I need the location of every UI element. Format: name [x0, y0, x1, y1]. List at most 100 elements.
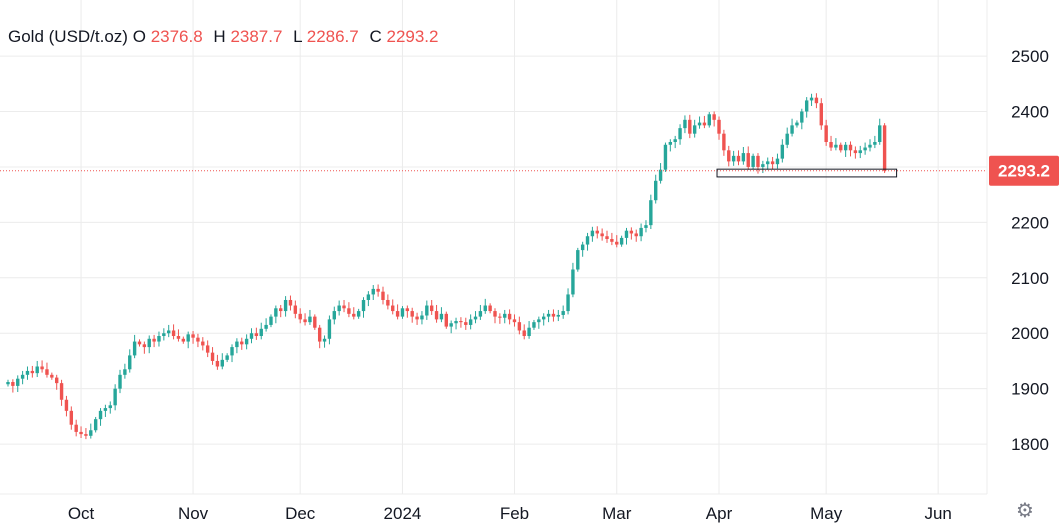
- price-tick-label: 2400: [1011, 103, 1049, 122]
- last-price-label-text: 2293.2: [998, 162, 1050, 181]
- low-label: L: [293, 27, 302, 46]
- candle-body: [381, 291, 385, 300]
- candle-body: [673, 139, 677, 142]
- candle-body: [167, 330, 171, 334]
- candle-body: [434, 311, 439, 320]
- candle-body: [415, 316, 419, 320]
- price-tick-label: 2500: [1011, 47, 1049, 66]
- candle-body: [30, 370, 35, 374]
- candle-body: [69, 410, 74, 425]
- candle-body: [429, 305, 434, 312]
- candle-body: [692, 125, 697, 134]
- candle-body: [478, 311, 483, 317]
- price-axis: 18001900200021002200230024002500: [1011, 47, 1049, 454]
- candle-body: [391, 305, 395, 312]
- candle-body: [317, 327, 322, 342]
- candle-body: [425, 305, 429, 316]
- gear-icon[interactable]: ⚙: [1016, 500, 1034, 522]
- candle-body: [6, 382, 10, 385]
- candle-body: [45, 369, 49, 375]
- candle-body: [751, 155, 755, 167]
- candle-body: [337, 305, 341, 312]
- candle-body: [800, 111, 804, 123]
- candle-body: [658, 169, 663, 181]
- candle-body: [566, 294, 570, 312]
- candle-body: [176, 336, 181, 339]
- candle-body: [230, 347, 234, 356]
- candle-body: [108, 405, 112, 409]
- candle-body: [561, 311, 565, 315]
- price-tick-label: 2200: [1011, 213, 1049, 232]
- candle-body: [283, 299, 288, 312]
- time-tick-label: Jun: [924, 504, 951, 523]
- candle-body: [313, 316, 317, 328]
- candle-body: [770, 161, 775, 165]
- candle-body: [761, 164, 765, 167]
- candle-body: [819, 103, 823, 126]
- candle-body: [804, 100, 809, 112]
- symbol-name: Gold (USD/t.oz): [8, 27, 128, 46]
- candle-body: [615, 241, 619, 245]
- candle-body: [785, 133, 789, 145]
- candle-body: [40, 366, 44, 370]
- candle-body: [649, 200, 653, 226]
- candle-body: [118, 374, 122, 389]
- candle-body: [269, 316, 273, 325]
- candle-body: [395, 311, 400, 317]
- candle-body: [809, 97, 814, 101]
- candle-body: [59, 383, 64, 400]
- candle-body: [157, 336, 161, 342]
- candle-body: [376, 288, 380, 292]
- candle-body: [473, 316, 478, 320]
- candle-body: [610, 239, 614, 242]
- candle-body: [386, 299, 390, 306]
- candle-body: [712, 114, 716, 120]
- candle-body: [683, 119, 687, 129]
- candle-body: [205, 345, 210, 353]
- candle-body: [858, 150, 862, 154]
- price-tick-label: 1800: [1011, 435, 1049, 454]
- candle-body: [147, 338, 151, 348]
- candle-body: [644, 225, 648, 228]
- candle-body: [64, 399, 69, 411]
- candle-body: [722, 133, 726, 151]
- candle-body: [249, 333, 254, 339]
- candle-body: [308, 316, 312, 323]
- candle-body: [288, 299, 293, 306]
- candle-body: [93, 419, 98, 431]
- ohlc-legend: Gold (USD/t.oz) O 2376.8 H 2387.7 L 2286…: [8, 27, 444, 47]
- candle-body: [196, 337, 200, 342]
- grid-lines: [0, 0, 987, 494]
- candle-body: [717, 119, 721, 134]
- candle-body: [853, 150, 858, 154]
- time-axis: Oct Nov Dec 2024 Feb Mar Apr May Jun: [68, 504, 952, 523]
- candle-body: [731, 155, 736, 162]
- open-value: 2376.8: [150, 27, 203, 46]
- support-rectangle: [716, 168, 898, 178]
- candle-body: [444, 313, 448, 327]
- time-tick-label: Dec: [285, 504, 316, 523]
- candle-body: [240, 341, 244, 345]
- time-tick-label: 2024: [384, 504, 422, 523]
- candle-body: [863, 147, 867, 151]
- candle-body: [74, 424, 78, 432]
- candle-body: [766, 161, 770, 165]
- candle-body: [347, 308, 351, 314]
- candle-body: [191, 334, 195, 338]
- candle-body: [527, 327, 531, 337]
- candle-body: [55, 377, 59, 384]
- candle-body: [342, 305, 346, 309]
- time-tick-label: May: [810, 504, 843, 523]
- candle-body: [790, 125, 794, 134]
- candle-body: [493, 311, 497, 317]
- candle-body: [517, 322, 522, 331]
- candle-body: [668, 141, 673, 145]
- price-tick-label: 2100: [1011, 269, 1049, 288]
- candle-body: [834, 144, 838, 148]
- candle-body: [702, 122, 707, 126]
- candle-body: [356, 311, 361, 317]
- price-tick-label: 2000: [1011, 324, 1049, 343]
- candle-body: [522, 330, 526, 337]
- candle-body: [824, 125, 828, 142]
